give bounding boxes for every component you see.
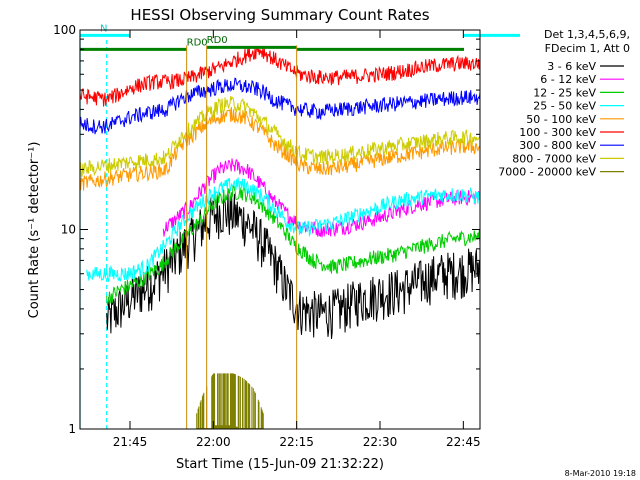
legend-entry-label: 100 - 300 keV [519, 126, 596, 139]
chart-title: HESSI Observing Summary Count Rates [130, 6, 429, 24]
x-tick-label: 22:30 [363, 435, 398, 449]
y-tick-label: 10 [61, 223, 76, 237]
axes: 1 10 100 21:45 22:00 22:15 22:30 22:45 [53, 23, 481, 449]
y-tick-label: 1 [68, 422, 76, 436]
legend-header: Det 1,3,4,5,6,9, [544, 28, 630, 41]
annotation-label: RD0 [187, 37, 208, 48]
annotation-label: RD0 [207, 35, 228, 46]
series-line-6-12-kev [162, 158, 481, 238]
legend-entry-label: 800 - 7000 keV [512, 152, 596, 165]
legend-entry-label: 300 - 800 keV [519, 139, 596, 152]
x-tick-label: 21:45 [113, 435, 148, 449]
series-line-50-100-kev [79, 106, 481, 191]
series-line-300-800-kev [79, 77, 481, 135]
series-line-800-7000-kev [79, 96, 481, 178]
x-tick-label: 22:00 [196, 435, 231, 449]
legend: Det 1,3,4,5,6,9,FDecim 1, Att 0 3 - 6 keV… [498, 28, 630, 179]
legend-entry-label: 25 - 50 keV [533, 100, 596, 113]
legend-entry-label: 12 - 25 keV [533, 86, 596, 99]
y-tick-label: 100 [53, 23, 76, 37]
series-line-100-300-kev [79, 45, 481, 107]
footer-date: 8-Mar-2010 19:18 [565, 469, 636, 478]
legend-entry-label: 50 - 100 keV [526, 113, 596, 126]
legend-header: FDecim 1, Att 0 [545, 42, 630, 55]
y-axis-label: Count Rate (s⁻¹ detector⁻¹) [27, 142, 42, 319]
x-tick-label: 22:45 [446, 435, 481, 449]
legend-entry-label: 6 - 12 keV [540, 73, 596, 86]
x-axis-label: Start Time (15-Jun-09 21:32:22) [176, 457, 384, 472]
x-tick-label: 22:15 [279, 435, 314, 449]
legend-entry-label: 3 - 6 keV [547, 60, 596, 73]
annotation-label: N [100, 23, 107, 34]
series-line-12-25-kev [106, 185, 481, 306]
legend-entry-label: 7000 - 20000 keV [498, 166, 596, 179]
series-line-25-50-kev [86, 177, 481, 283]
